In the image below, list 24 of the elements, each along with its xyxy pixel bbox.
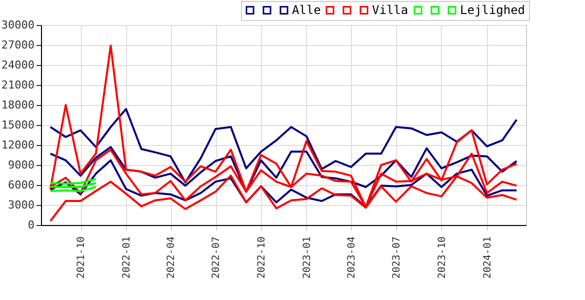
x-tick-label: 2022-10 xyxy=(256,236,268,279)
y-tick-label: 9000 xyxy=(8,158,34,172)
x-tick-label: 2023-07 xyxy=(391,236,402,279)
y-tick-label: 21000 xyxy=(1,78,34,92)
x-tick-label: 2023-04 xyxy=(346,236,358,279)
y-tick-label: 12000 xyxy=(1,138,34,152)
legend-label: Villa xyxy=(372,3,408,18)
legend-label: Alle xyxy=(292,3,321,18)
y-tick-label: 6000 xyxy=(8,178,34,192)
x-tick-label: 2023-01 xyxy=(302,236,313,279)
x-tick-label: 2024-01 xyxy=(482,236,494,279)
x-tick-label: 2022-07 xyxy=(211,236,222,279)
y-tick-label: 15000 xyxy=(1,118,34,132)
x-tick-label: 2023-10 xyxy=(436,236,448,279)
x-tick-label: 2021-10 xyxy=(76,236,88,279)
x-tick-label: 2022-01 xyxy=(122,236,133,279)
y-tick-label: 3000 xyxy=(8,198,34,212)
y-tick-label: 30000 xyxy=(1,18,34,32)
legend-label: Lejlighed xyxy=(460,3,526,18)
y-tick-label: 27000 xyxy=(1,38,34,52)
y-tick-label: 0 xyxy=(28,218,34,232)
y-tick-label: 18000 xyxy=(1,98,34,112)
x-tick-label: 2022-04 xyxy=(166,236,178,279)
y-tick-label: 24000 xyxy=(1,58,34,72)
